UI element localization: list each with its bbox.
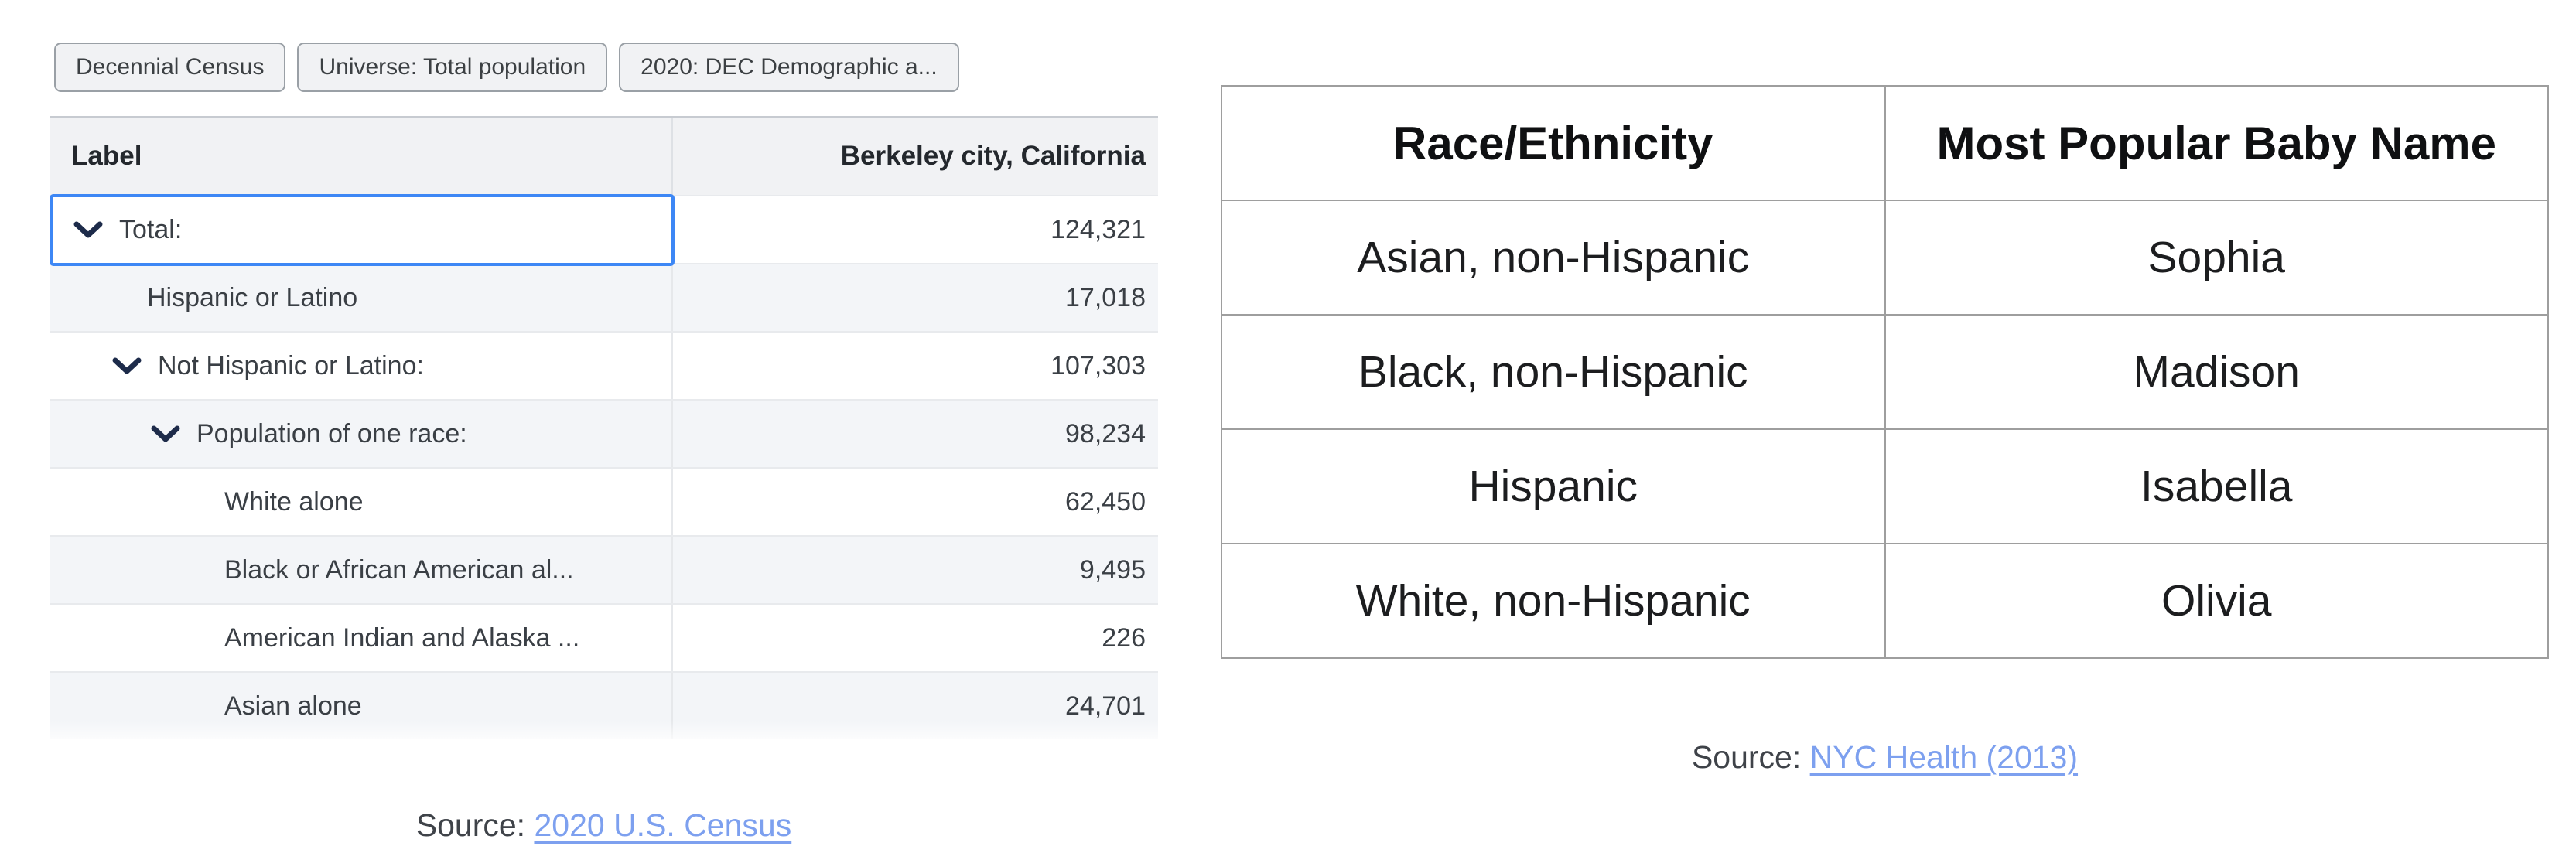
chevron-down-icon [112,357,142,374]
column-header-geography: Berkeley city, California [840,141,1146,171]
census-table-row: American Indian and Alaska ... 226 [50,603,1158,671]
census-row-label-cell[interactable]: Not Hispanic or Latino: [50,333,673,399]
census-row-label: Not Hispanic or Latino: [158,350,424,380]
census-row-label-cell[interactable]: White alone [50,469,673,535]
race-ethnicity-cell: Black, non-Hispanic [1221,314,1886,430]
census-source-link[interactable]: 2020 U.S. Census [534,807,792,843]
baby-table-row: Asian, non-Hispanic Sophia [1221,200,2549,316]
census-row-value-cell[interactable]: 62,450 [673,469,1158,535]
census-row-label-cell[interactable]: Population of one race: [50,401,673,467]
census-table-header-row: Label Berkeley city, California [50,116,1158,195]
census-row-label: Hispanic or Latino [147,282,358,312]
census-row-value: 98,234 [1065,418,1146,449]
census-table-row: White alone 62,450 [50,467,1158,535]
filter-chip[interactable]: Universe: Total population [297,43,608,92]
census-row-value-cell[interactable]: 107,303 [673,333,1158,399]
census-row-value-cell[interactable]: 124,321 [673,196,1158,263]
census-row-label: American Indian and Alaska ... [224,623,580,653]
census-row-label: Total: [119,214,183,244]
baby-name-cell: Sophia [1884,200,2549,316]
source-label: Source: [1691,739,1810,775]
census-row-value-cell[interactable]: 17,018 [673,264,1158,331]
column-header-baby-name: Most Popular Baby Name [1884,85,2549,201]
census-source-line: Source: 2020 U.S. Census [50,807,1158,844]
census-row-label-cell[interactable]: Hispanic or Latino [50,264,673,331]
source-label: Source: [415,807,535,843]
census-row-label: Population of one race: [196,418,467,449]
census-row-value: 107,303 [1051,350,1146,380]
census-row-label: Black or African American al... [224,554,574,585]
census-table-row: Total: 124,321 [50,194,1158,266]
baby-table-row: Black, non-Hispanic Madison [1221,314,2549,430]
expand-collapse-toggle[interactable] [111,356,142,375]
baby-table-row: Hispanic Isabella [1221,428,2549,544]
census-row-label-cell[interactable]: Total: [50,196,673,263]
baby-name-cell: Isabella [1884,428,2549,544]
census-row-value: 226 [1102,623,1146,653]
census-row-value-cell[interactable]: 9,495 [673,537,1158,603]
census-table-row: Black or African American al... 9,495 [50,535,1158,603]
census-row-label-cell[interactable]: Asian alone [50,673,673,739]
census-row-label: White alone [224,486,364,517]
baby-source-link[interactable]: NYC Health (2013) [1809,739,2079,775]
baby-table-row: White, non-Hispanic Olivia [1221,543,2549,659]
census-row-value-cell[interactable]: 24,701 [673,673,1158,739]
baby-names-table: Race/Ethnicity Most Popular Baby Name As… [1221,85,2549,659]
baby-name-cell: Olivia [1884,543,2549,659]
census-row-value: 62,450 [1065,486,1146,517]
filter-chip[interactable]: Decennial Census [54,43,286,92]
race-ethnicity-cell: Hispanic [1221,428,1886,544]
column-header-label: Label [50,118,673,195]
chevron-down-icon [151,425,180,442]
chevron-down-icon [73,221,103,238]
census-row-label-cell[interactable]: Black or African American al... [50,537,673,603]
baby-name-cell: Madison [1884,314,2549,430]
census-table-body: Total: 124,321 Hispanic or Latino 17,018… [50,194,1158,739]
baby-source-line: Source: NYC Health (2013) [1221,739,2549,776]
census-row-value: 9,495 [1079,554,1146,585]
census-row-value: 124,321 [1051,214,1146,244]
filter-chip-label: Decennial Census [76,54,265,80]
baby-table-header-row: Race/Ethnicity Most Popular Baby Name [1221,85,2549,201]
filter-chip-row: Decennial Census Universe: Total populati… [54,43,959,92]
census-table-row: Hispanic or Latino 17,018 [50,263,1158,331]
census-row-value-cell[interactable]: 226 [673,605,1158,671]
filter-chip[interactable]: 2020: DEC Demographic a... [619,43,959,92]
census-table-row: Asian alone 24,701 [50,671,1158,739]
filter-chip-label: Universe: Total population [319,54,586,80]
census-row-value: 24,701 [1065,691,1146,721]
census-table-row: Not Hispanic or Latino: 107,303 [50,331,1158,399]
expand-collapse-toggle[interactable] [150,425,181,443]
census-row-value: 17,018 [1065,282,1146,312]
census-row-value-cell[interactable]: 98,234 [673,401,1158,467]
race-ethnicity-cell: White, non-Hispanic [1221,543,1886,659]
filter-chip-label: 2020: DEC Demographic a... [641,54,938,80]
census-data-table: Label Berkeley city, California Total: 1… [50,116,1158,755]
race-ethnicity-cell: Asian, non-Hispanic [1221,200,1886,316]
census-row-label: Asian alone [224,691,362,721]
expand-collapse-toggle[interactable] [73,220,104,239]
census-row-label-cell[interactable]: American Indian and Alaska ... [50,605,673,671]
census-table-row: Population of one race: 98,234 [50,399,1158,467]
column-header-race-ethnicity: Race/Ethnicity [1221,85,1886,201]
